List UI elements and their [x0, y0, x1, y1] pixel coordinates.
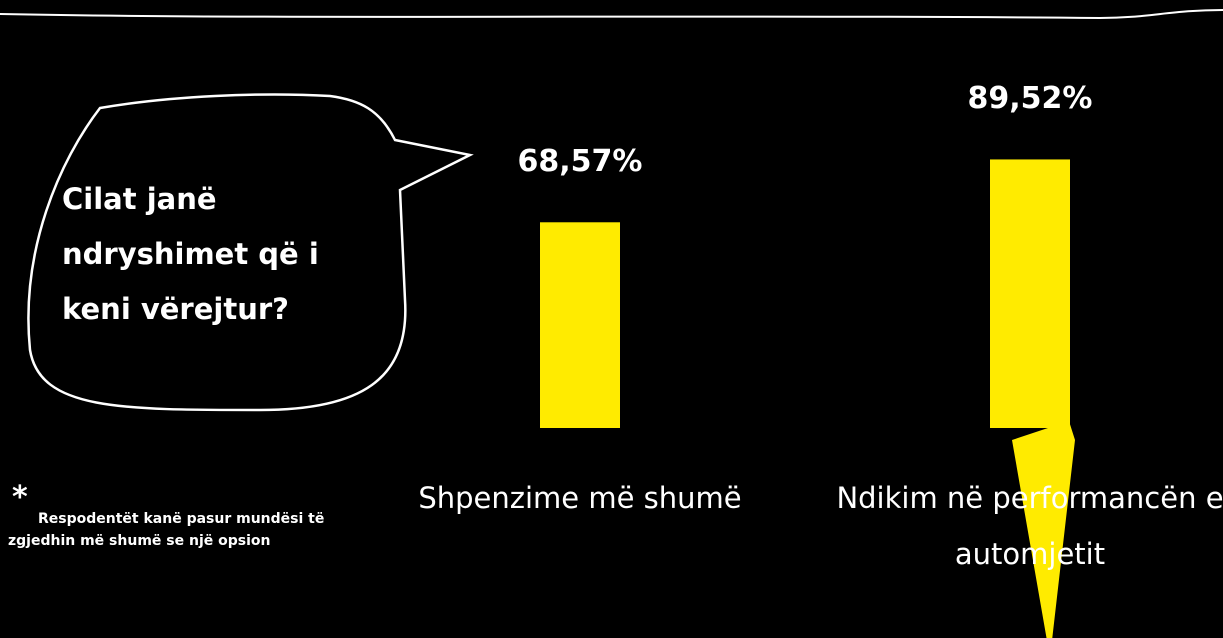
- bar: [990, 159, 1070, 428]
- footnote: Respodentët kanë pasur mundësi të zgjedh…: [8, 508, 348, 552]
- value-label: 89,52%: [930, 81, 1130, 116]
- category-label: Shpenzime më shumë: [370, 470, 790, 526]
- category-label: Ndikim në performancën e automjetit: [820, 470, 1223, 582]
- top-line: [0, 10, 1223, 18]
- bar: [540, 222, 620, 428]
- question: Cilat janë ndryshimet që i keni vërejtur…: [62, 172, 337, 337]
- page: Cilat janë ndryshimet që i keni vërejtur…: [0, 0, 1223, 638]
- value-label: 68,57%: [480, 144, 680, 179]
